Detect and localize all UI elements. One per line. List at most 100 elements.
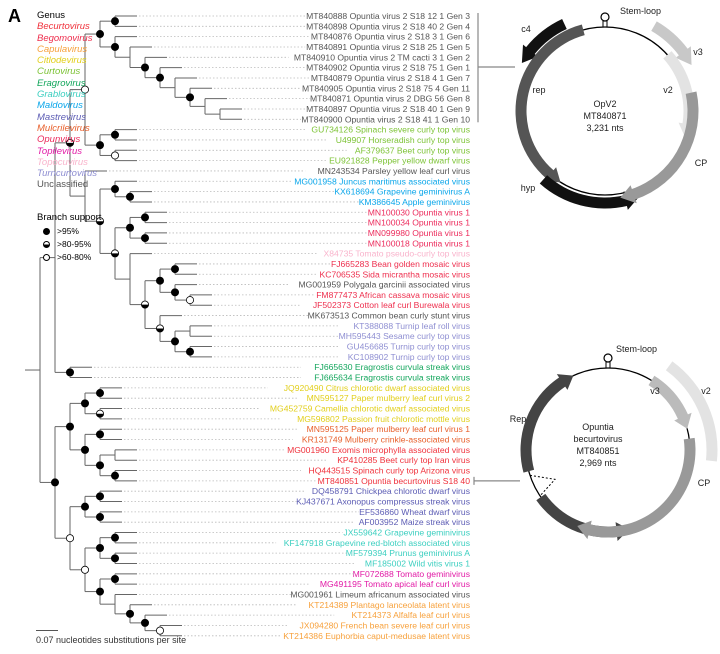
support-label: >60-80% [57,252,92,262]
leaf-label: MT840900 Opuntia virus 2 S18 41 1 Gen 10 [301,114,470,124]
leaf-label: MG596802 Passion fruit chlorotic mottle … [297,414,470,424]
cp-gene-arrow [620,91,699,204]
leaf-label: HQ443515 Spinach curly top Arizona virus [309,466,470,476]
genome-label: Rep [510,414,527,424]
leaf-label: MT840902 Opuntia virus 2 S18 75 1 Gen 1 [306,63,470,73]
support-filled-icon [96,461,105,470]
legend-genus: Grablovirus [37,89,86,101]
leaf-label: KC706535 Sida micrantha mosaic virus [320,269,470,279]
hyp-gene-arrow [539,175,640,210]
support-filled-icon [185,93,194,102]
leaf-label: EF536860 Wheat dwarf virus [359,507,470,517]
genome-label: Opuntia [582,422,614,432]
leaf-label: MF579394 Prunus geminivirus A [346,548,470,558]
support-filled-icon [140,213,149,222]
support-open-icon [81,565,90,574]
genome-label: rep [532,85,545,95]
leaf-label: AF003952 Maize streak virus [359,517,470,527]
leaf-label: KF147918 Grapevine red-blotch associated… [284,538,470,548]
support-filled-icon [66,422,75,431]
leaf-label: X84735 Tomato pseudo-curly top virus [324,249,471,259]
leaf-label: GU456685 Turnip curly top virus [347,342,470,352]
support-filled-icon [155,73,164,82]
support-filled-icon [185,347,194,356]
support-filled-icon [96,543,105,552]
legend-genus: Citlodevirus [37,55,87,67]
support-filled-icon [140,618,149,627]
leaf-label: KX618694 Grapevine geminivirus A [334,187,470,197]
support-open-icon [111,151,120,160]
support-filled-icon [96,492,105,501]
genome-label: 3,231 nts [586,123,624,133]
support-filled-icon [140,234,149,243]
leaf-label: MG001959 Polygala garcinii associated vi… [299,280,471,290]
genome-label: v3 [693,47,703,57]
leaf-label: MG452759 Camellia chlorotic dwarf associ… [270,404,470,414]
leaf-label: FJ665634 Eragrostis curvula streak virus [314,373,470,383]
v2-gene-arrow [665,361,718,462]
leaf-label: FJ665630 Eragrostis curvula streak virus [314,362,470,372]
support-filled-icon [81,445,90,454]
legend-genus: Turncurtovirus [37,168,98,180]
half-circle-icon [43,240,50,248]
genome-map-opv2: Stem-loop OpV2 MT840871 3,231 nts c4 rep hyp v3… [515,6,708,210]
leaf-label: MH595443 Sesame curly top virus [339,331,470,341]
genome-label: 2,969 nts [579,458,617,468]
leaf-label: KT214373 Alfalfa leaf curl virus [352,610,470,620]
legend-genus: Maldovirus [37,100,83,112]
support-filled-icon [96,389,105,398]
support-filled-icon [111,533,120,542]
leaf-label: MN100030 Opuntia virus 1 [368,207,470,217]
support-filled-icon [96,30,105,39]
support-filled-icon [81,399,90,408]
genome-label: CP [695,158,708,168]
v3-gene-arrow [651,21,692,65]
legend-genus: Topocuvirus [37,156,88,168]
leaf-label: MF072688 Tomato geminivirus [353,569,470,579]
leaf-label: JX559642 Grapevine geminivirus [343,528,470,538]
leaf-label: MT840897 Opuntia virus 2 S18 40 1 Gen 9 [306,104,470,114]
leaf-label: KT214386 Euphorbia caput-medusae latent … [283,631,470,641]
leaf-label: AF379637 Beet curly top virus [355,145,470,155]
genome-label: CP [698,478,711,488]
support-label: >95% [57,226,79,236]
leaf-label: MN099980 Opuntia virus 1 [368,228,470,238]
genus-legend: Genus Becurtovirus Begomovirus Capulavirus… [37,10,97,191]
leaf-label: JF502373 Cotton leaf curl Burewala virus [313,300,470,310]
legend-genus: Mastrevirus [37,111,87,123]
support-open-icon [185,296,194,305]
genome-map-opuntia-becurtovirus: Stem-loop Opuntia becurtovirus MT840851 2,96… [510,344,718,541]
legend-genus: Mulcrilevirus [37,122,90,134]
support-filled-icon [155,276,164,285]
support-label: >80-95% [57,239,92,249]
leaf-label: EU921828 Pepper yellow dwarf virus [329,156,470,166]
leaf-label: KT388088 Turnip leaf roll virus [353,321,470,331]
cp-gene-arrow [577,437,696,540]
leaf-label: MT840910 Opuntia virus 2 TM cacti 3 1 Ge… [294,52,470,62]
stem-loop-icon [605,361,611,368]
leaf-label: MF185002 Wild vitis virus 1 [365,558,470,568]
leaf-label: DQ458791 Chickpea chlorotic dwarf virus [312,486,470,496]
legend-genus: Becurtovirus [37,21,90,33]
support-open-icon [81,85,90,94]
leaf-label: KR131749 Mulberry crinkle-associated vir… [302,435,470,445]
support-filled-icon [111,42,120,51]
support-title: Branch support [37,212,102,223]
support-open-icon [155,626,164,635]
v3-gene-arrow [648,375,692,429]
genome-label: MT840851 [576,446,619,456]
support-filled-icon [170,288,179,297]
genome-label: hyp [521,183,536,193]
leaf-label: MT840871 Opuntia virus 2 DBG 56 Gen 8 [310,94,470,104]
stem-loop-icon [602,20,608,27]
support-filled-icon [111,130,120,139]
support-filled-icon [96,513,105,522]
support-open-icon [66,534,75,543]
support-filled-icon [111,471,120,480]
scale-bar-label: 0.07 nucleotides substitutions per site [36,635,187,645]
open-circle-icon [43,253,50,261]
branch-support-legend: Branch support >95% >80-95% >60-80% [37,212,101,262]
rep-gene-arrow [520,374,574,473]
